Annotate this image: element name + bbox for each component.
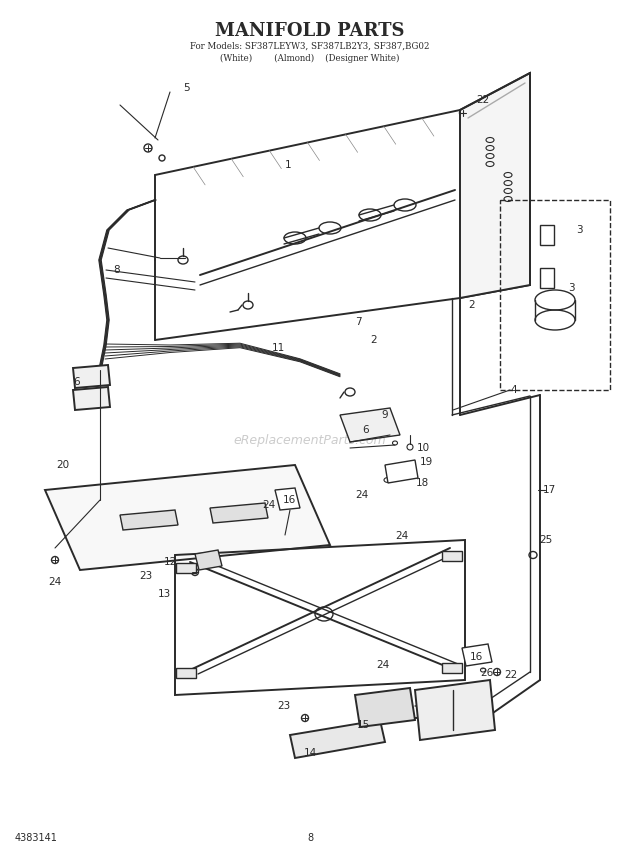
Text: 16: 16 (470, 652, 483, 662)
Text: 24: 24 (355, 490, 368, 500)
Text: 9: 9 (381, 410, 388, 420)
Polygon shape (415, 680, 495, 740)
Text: 3: 3 (568, 283, 575, 293)
Text: 19: 19 (420, 457, 433, 467)
Ellipse shape (283, 536, 288, 540)
Text: 15: 15 (356, 720, 370, 730)
Text: 17: 17 (543, 485, 556, 495)
Text: 4: 4 (510, 385, 516, 395)
Text: 2: 2 (370, 335, 376, 345)
Polygon shape (340, 408, 400, 442)
Ellipse shape (285, 496, 290, 502)
Text: 13: 13 (158, 589, 171, 599)
Text: 25: 25 (539, 535, 552, 545)
Text: 2: 2 (468, 300, 475, 310)
Text: 18: 18 (416, 478, 429, 488)
Ellipse shape (376, 705, 388, 715)
Ellipse shape (494, 669, 500, 675)
Text: MANIFOLD PARTS: MANIFOLD PARTS (215, 22, 405, 40)
Text: 20: 20 (56, 460, 69, 470)
Ellipse shape (315, 607, 333, 621)
Text: 24: 24 (48, 577, 61, 587)
Text: (White)        (Almond)    (Designer White): (White) (Almond) (Designer White) (220, 54, 400, 63)
Bar (540, 225, 554, 245)
Text: 26: 26 (480, 668, 494, 678)
Text: 10: 10 (417, 443, 430, 453)
Text: 7: 7 (355, 317, 361, 327)
Text: 23: 23 (277, 701, 290, 711)
Text: 11: 11 (272, 343, 285, 353)
Polygon shape (462, 644, 492, 666)
Text: 16: 16 (283, 495, 296, 505)
Text: 24: 24 (262, 500, 275, 510)
Ellipse shape (358, 730, 363, 734)
Ellipse shape (471, 655, 477, 659)
Text: 22: 22 (504, 670, 517, 680)
Ellipse shape (459, 110, 466, 116)
Ellipse shape (431, 708, 439, 716)
Text: 22: 22 (476, 95, 489, 105)
Polygon shape (442, 551, 462, 561)
Text: 8: 8 (113, 265, 120, 275)
Text: For Models: SF387LEYW3, SF387LB2Y3, SF387,BG02: For Models: SF387LEYW3, SF387LB2Y3, SF38… (190, 42, 430, 51)
Polygon shape (442, 663, 462, 673)
Bar (540, 268, 554, 288)
Text: 8: 8 (307, 833, 313, 843)
Polygon shape (460, 73, 530, 298)
Polygon shape (45, 465, 330, 570)
Ellipse shape (159, 155, 165, 161)
Ellipse shape (529, 551, 537, 558)
Polygon shape (176, 563, 196, 573)
Polygon shape (195, 550, 222, 570)
Polygon shape (73, 365, 110, 388)
Polygon shape (120, 510, 178, 530)
Polygon shape (210, 503, 268, 523)
Ellipse shape (301, 715, 309, 722)
Polygon shape (275, 488, 300, 510)
Ellipse shape (308, 738, 312, 742)
Ellipse shape (144, 144, 152, 152)
Text: 24: 24 (395, 531, 408, 541)
Ellipse shape (192, 568, 198, 575)
Ellipse shape (466, 704, 474, 712)
Text: eReplacementParts.com: eReplacementParts.com (234, 433, 386, 447)
Text: 4383141: 4383141 (15, 833, 58, 843)
Ellipse shape (51, 556, 58, 563)
Polygon shape (385, 460, 418, 483)
Polygon shape (290, 720, 385, 758)
Ellipse shape (337, 733, 342, 737)
Text: 24: 24 (376, 660, 389, 670)
Text: 12: 12 (164, 557, 177, 567)
Text: 6: 6 (73, 377, 79, 387)
Polygon shape (176, 668, 196, 678)
Polygon shape (73, 387, 110, 410)
Text: 6: 6 (362, 425, 369, 435)
Text: 3: 3 (576, 225, 583, 235)
Text: 14: 14 (303, 748, 317, 758)
Polygon shape (355, 688, 415, 727)
Text: 5: 5 (183, 83, 190, 93)
Text: 1: 1 (285, 160, 291, 170)
Text: 23: 23 (140, 571, 153, 581)
